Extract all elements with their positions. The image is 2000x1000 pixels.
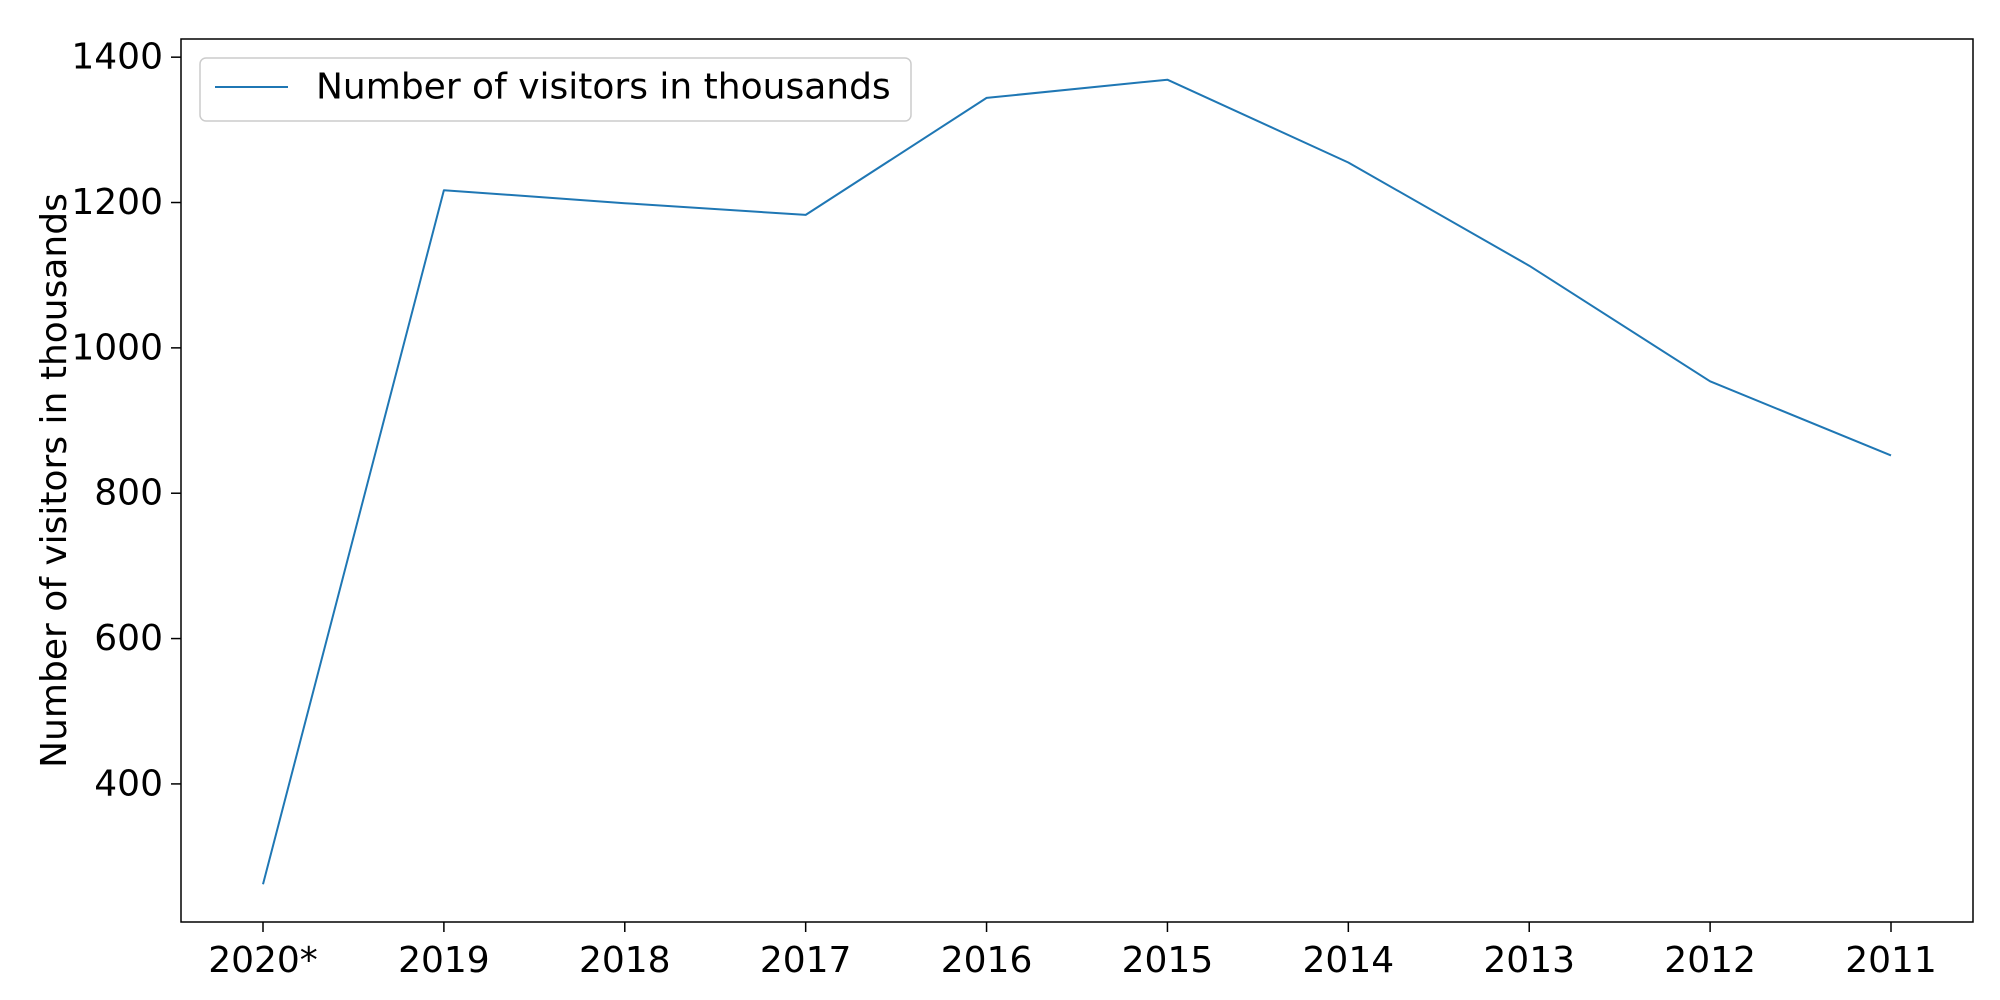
series-lines xyxy=(262,78,1892,885)
x-tick-label: 2017 xyxy=(760,940,852,981)
x-tick-label: 2015 xyxy=(1122,940,1214,981)
y-tick-label: 1400 xyxy=(71,37,163,78)
x-tick-label: 2013 xyxy=(1483,940,1575,981)
x-axis: 2020* 2019 2018 2017 2016 2015 2014 2013 2012 201… xyxy=(208,922,1937,981)
plot-frame xyxy=(180,38,1974,923)
y-tick-label: 800 xyxy=(94,473,163,514)
x-tick-label: 2020* xyxy=(208,940,318,981)
plot-area xyxy=(180,38,1974,923)
legend-box xyxy=(199,57,912,122)
x-tick-label: 2012 xyxy=(1664,940,1756,981)
y-tick-label: 1200 xyxy=(71,182,163,223)
x-tick-label: 2016 xyxy=(941,940,1033,981)
legend: Number of visitors in thousands xyxy=(199,57,912,122)
y-axis-title: Number of visitors in thousands xyxy=(34,193,75,768)
y-axis: 400 600 800 1000 1200 1400 xyxy=(71,37,181,804)
series-line xyxy=(262,78,1892,885)
x-tick-label: 2019 xyxy=(398,940,490,981)
legend-label: Number of visitors in thousands xyxy=(316,67,891,108)
x-tick-label: 2011 xyxy=(1845,940,1937,981)
x-tick-label: 2014 xyxy=(1303,940,1395,981)
x-tick-label: 2018 xyxy=(579,940,671,981)
y-tick-label: 600 xyxy=(94,618,163,659)
y-tick-label: 400 xyxy=(94,763,163,804)
y-tick-label: 1000 xyxy=(71,327,163,368)
